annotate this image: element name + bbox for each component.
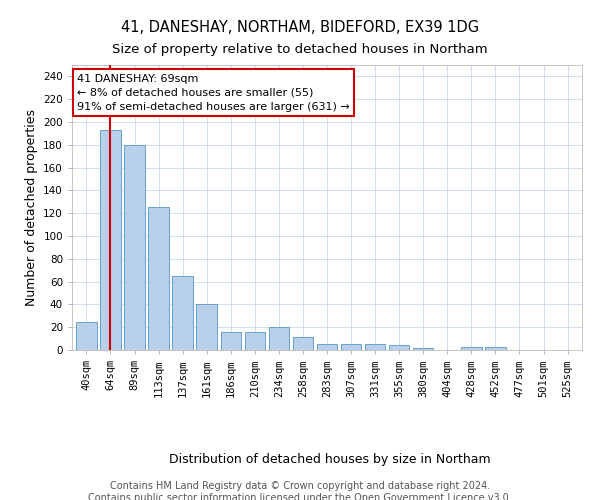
Bar xyxy=(76,322,97,350)
Bar xyxy=(172,276,193,350)
Text: 41 DANESHAY: 69sqm
← 8% of detached houses are smaller (55)
91% of semi-detached: 41 DANESHAY: 69sqm ← 8% of detached hous… xyxy=(77,74,350,112)
Bar xyxy=(221,332,241,350)
Text: Contains HM Land Registry data © Crown copyright and database right 2024.
Contai: Contains HM Land Registry data © Crown c… xyxy=(88,481,512,500)
Bar xyxy=(461,346,482,350)
Text: Size of property relative to detached houses in Northam: Size of property relative to detached ho… xyxy=(112,42,488,56)
Bar xyxy=(269,327,289,350)
Text: Distribution of detached houses by size in Northam: Distribution of detached houses by size … xyxy=(169,452,491,466)
Bar xyxy=(196,304,217,350)
Y-axis label: Number of detached properties: Number of detached properties xyxy=(25,109,38,306)
Bar xyxy=(148,208,169,350)
Bar xyxy=(413,348,433,350)
Bar xyxy=(341,344,361,350)
Bar xyxy=(365,344,385,350)
Bar xyxy=(293,338,313,350)
Bar xyxy=(100,130,121,350)
Bar xyxy=(317,344,337,350)
Bar xyxy=(124,145,145,350)
Text: 41, DANESHAY, NORTHAM, BIDEFORD, EX39 1DG: 41, DANESHAY, NORTHAM, BIDEFORD, EX39 1D… xyxy=(121,20,479,35)
Bar xyxy=(245,332,265,350)
Bar xyxy=(485,346,506,350)
Bar xyxy=(389,346,409,350)
